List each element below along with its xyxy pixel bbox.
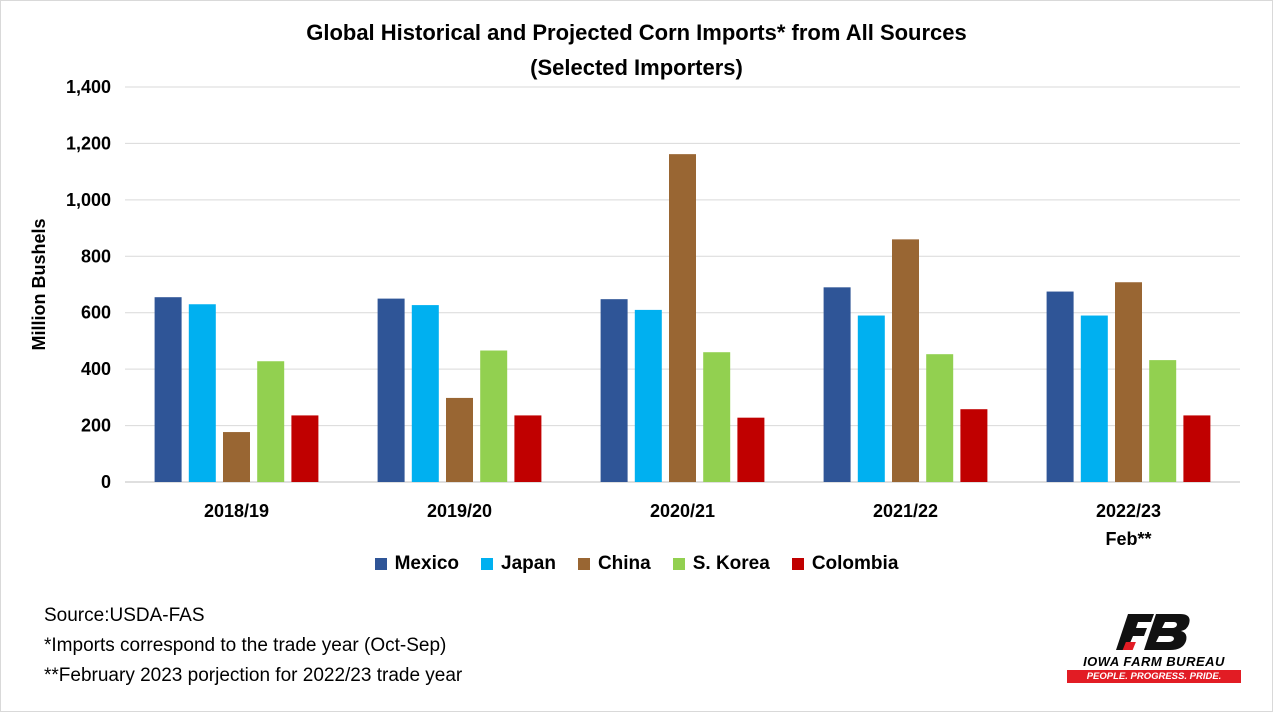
footnote-trade-year: *Imports correspond to the trade year (O… bbox=[44, 635, 447, 656]
bar bbox=[737, 417, 765, 482]
chart-title-line-2: (Selected Importers) bbox=[530, 55, 743, 80]
legend-swatch bbox=[672, 558, 685, 570]
x-tick-label: 2020/21 bbox=[650, 501, 715, 521]
bar bbox=[1046, 291, 1074, 482]
bar bbox=[823, 287, 851, 482]
legend-label: S. Korea bbox=[692, 553, 770, 574]
bar bbox=[223, 432, 250, 482]
chart-title-line-1: Global Historical and Projected Corn Imp… bbox=[306, 20, 967, 45]
y-tick-label: 600 bbox=[81, 303, 111, 323]
bar bbox=[669, 154, 696, 482]
y-tick-label: 1,000 bbox=[66, 190, 111, 210]
logo-tagline: PEOPLE. PROGRESS. PRIDE. bbox=[1067, 670, 1241, 683]
iowa-farm-bureau-logo: IOWA FARM BUREAU PEOPLE. PROGRESS. PRIDE… bbox=[1064, 612, 1244, 684]
legend-label: Colombia bbox=[811, 553, 899, 574]
y-tick-label: 1,200 bbox=[66, 133, 111, 153]
y-tick-label: 200 bbox=[81, 416, 111, 436]
bar bbox=[257, 361, 285, 482]
footnote-projection: **February 2023 porjection for 2022/23 t… bbox=[44, 665, 463, 686]
source-note: Source:USDA-FAS bbox=[44, 605, 205, 626]
bar bbox=[634, 309, 662, 482]
bar bbox=[600, 299, 628, 482]
legend-entry: Colombia bbox=[791, 553, 899, 575]
x-tick-sublabel: Feb** bbox=[1105, 529, 1151, 549]
legend-entry: China bbox=[577, 553, 651, 575]
notes-block: Source:USDA-FAS *Imports correspond to t… bbox=[44, 601, 462, 691]
bar bbox=[892, 239, 919, 482]
bar bbox=[377, 298, 405, 482]
bar bbox=[960, 409, 988, 482]
bar bbox=[154, 297, 182, 482]
bar bbox=[291, 415, 319, 482]
y-tick-label: 0 bbox=[101, 472, 111, 492]
legend-entry: S. Korea bbox=[672, 553, 770, 575]
x-tick-label: 2018/19 bbox=[204, 501, 269, 521]
bar bbox=[514, 415, 542, 482]
bar bbox=[926, 354, 954, 482]
legend-label: Mexico bbox=[394, 553, 460, 574]
legend-label: China bbox=[597, 553, 651, 574]
legend-label: Japan bbox=[501, 553, 556, 574]
bar bbox=[480, 350, 508, 482]
bar bbox=[1149, 360, 1177, 482]
bar bbox=[446, 397, 473, 482]
legend-entry: Japan bbox=[481, 553, 556, 575]
y-tick-label: 1,400 bbox=[66, 77, 111, 97]
x-tick-label: 2019/20 bbox=[427, 501, 492, 521]
bar bbox=[703, 352, 731, 482]
legend-swatch bbox=[577, 558, 590, 570]
logo-name: IOWA FARM BUREAU bbox=[1083, 654, 1225, 669]
legend-swatch bbox=[481, 558, 494, 570]
bar bbox=[857, 315, 885, 482]
y-tick-label: 400 bbox=[81, 359, 111, 379]
chart-legend: Mexico Japan China S. Korea Colombia bbox=[0, 553, 1273, 575]
bar bbox=[1080, 315, 1108, 482]
x-tick-label: 2021/22 bbox=[873, 501, 938, 521]
y-tick-label: 800 bbox=[81, 246, 111, 266]
bar bbox=[188, 304, 216, 482]
x-tick-label: 2022/23 bbox=[1096, 501, 1161, 521]
legend-entry: Mexico bbox=[374, 553, 460, 575]
bar bbox=[1115, 282, 1142, 482]
legend-swatch bbox=[791, 558, 804, 570]
legend-swatch bbox=[374, 558, 387, 570]
fb-logo-icon bbox=[1116, 614, 1190, 650]
bar bbox=[1183, 415, 1211, 482]
y-axis-title: Million Bushels bbox=[29, 218, 49, 350]
bar bbox=[411, 305, 439, 482]
